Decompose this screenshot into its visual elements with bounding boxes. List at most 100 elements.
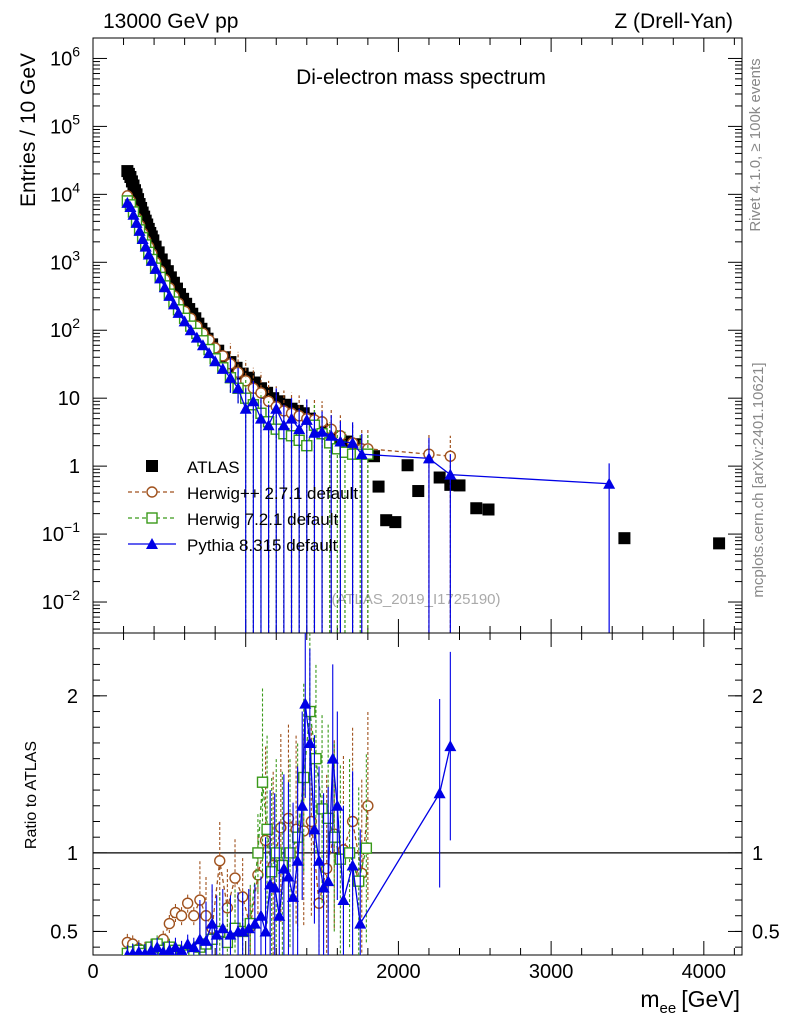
ratio-point-pythia (296, 799, 309, 811)
ratio-point-herwig7 (343, 847, 356, 859)
ratio-point-pythia (133, 945, 144, 955)
main-y-tick-label: 10 (58, 388, 80, 410)
point-pythia (149, 262, 162, 274)
ratio-point-pythia (210, 928, 223, 940)
point-pythia (163, 289, 176, 301)
ratio-series (121, 633, 457, 955)
ratio-point-pythia (200, 934, 213, 946)
main-y-tick-label: 102 (50, 315, 80, 342)
point-pythia (196, 339, 209, 351)
point-pythia (285, 412, 298, 424)
point-pythia (346, 436, 359, 448)
ratio-y-tick-label-right: 0.5 (752, 921, 780, 943)
ratio-ticks: 0 1000 2000 3000 4000 0.5 0.5 1 1 2 2 (50, 633, 780, 983)
point-atlas (470, 502, 483, 515)
point-pythia (444, 468, 457, 480)
point-pythia (232, 382, 245, 394)
ratio-point-pythia (444, 740, 457, 752)
ratio-point-pythia (299, 697, 312, 709)
ratio-point-pythia (128, 947, 137, 955)
series-pythia (121, 196, 616, 633)
ratio-point-pythia (124, 949, 131, 955)
legend-label-pythia: Pythia 8.315 default (187, 536, 338, 555)
point-atlas (618, 532, 631, 545)
main-y-tick-label: 1 (69, 456, 80, 478)
point-atlas (372, 480, 385, 493)
ratio-y-tick-label: 1 (67, 843, 78, 865)
ratio-x-tick-label: 0 (87, 961, 98, 983)
ratio-y-tick-label-right: 1 (752, 843, 763, 865)
ratio-point-herwigpp (163, 917, 176, 930)
legend-label-atlas: ATLAS (187, 458, 240, 477)
ratio-frame (92, 632, 743, 956)
main-ylabel: Entries / 10 GeV (17, 53, 40, 207)
main-y-tick-label: 104 (50, 179, 80, 206)
ratio-point-herwigpp (175, 910, 188, 922)
point-pythia (190, 331, 203, 343)
point-pythia (216, 362, 229, 374)
point-pythia (603, 477, 616, 489)
ratio-point-herwig7 (256, 776, 269, 788)
point-pythia (184, 324, 197, 336)
ratio-point-herwig7 (284, 847, 296, 859)
ratio-y-tick-label: 2 (67, 686, 78, 708)
header-left: 13000 GeV pp (103, 10, 238, 33)
ratio-point-pythia (326, 752, 339, 764)
ratio-point-pythia (187, 941, 200, 953)
point-pythia (203, 347, 216, 359)
ratio-point-pythia (216, 922, 229, 934)
point-pythia (133, 224, 146, 236)
point-pythia (325, 429, 338, 441)
point-atlas (482, 503, 495, 516)
main-series (121, 165, 726, 633)
ratio-y-tick-label-right: 2 (752, 686, 763, 708)
ratio-point-herwig7 (353, 875, 365, 887)
ratio-point-herwigpp (229, 872, 241, 884)
ratio-point-herwigpp (362, 800, 374, 812)
ratio-point-herwig7 (270, 847, 282, 859)
ratio-point-pythia (346, 859, 359, 871)
point-atlas (453, 479, 466, 492)
ratio-point-herwig7 (316, 803, 328, 815)
ratio-point-pythia (313, 854, 326, 866)
ratio-ylabel: Ratio to ATLAS (23, 741, 40, 849)
ratio-point-pythia (151, 941, 164, 953)
ratio-point-pythia (163, 944, 176, 955)
point-atlas (713, 537, 726, 550)
ratio-point-herwigpp (181, 897, 194, 909)
legend-label-herwig7: Herwig 7.2.1 default (187, 510, 338, 529)
ratio-point-pythia (268, 881, 281, 893)
point-atlas (433, 471, 446, 484)
point-pythia (270, 402, 283, 414)
header-right: Z (Drell-Yan) (614, 10, 733, 33)
ratio-point-pythia (354, 917, 367, 929)
point-pythia (209, 355, 222, 367)
point-pythia (293, 423, 306, 435)
ratio-point-herwigpp (275, 822, 287, 834)
main-y-tick-label: 103 (50, 247, 80, 274)
ratio-point-pythia (317, 881, 330, 893)
ratio-point-pythia (331, 799, 344, 811)
ratio-point-herwig7 (261, 823, 273, 836)
point-atlas (380, 514, 393, 527)
point-pythia (247, 395, 260, 407)
ratio-point-herwig7 (252, 847, 264, 859)
point-pythia (239, 402, 252, 414)
legend: ATLAS Herwig++ 2.7.1 default Herwig 7.2.1 … (128, 458, 358, 555)
point-pythia (300, 413, 313, 425)
point-pythia (316, 425, 329, 437)
ratio-point-pythia (273, 909, 286, 921)
ratio-point-pythia (236, 925, 249, 937)
point-pythia (178, 315, 191, 327)
ratio-point-pythia (287, 890, 300, 902)
legend-label-herwigpp: Herwig++ 2.7.1 default (187, 484, 358, 503)
legend-marker-atlas (146, 460, 158, 472)
main-title: Di-electron mass spectrum (296, 66, 546, 89)
ratio-point-pythia (181, 938, 194, 950)
rivet-label: Rivet 4.1.0, ≥ 100k events (747, 58, 764, 231)
main-y-tick-label: 106 (50, 43, 80, 70)
main-y-tick-label: 10−1 (42, 519, 80, 546)
point-atlas (401, 459, 414, 472)
ratio-point-pythia (224, 928, 237, 940)
